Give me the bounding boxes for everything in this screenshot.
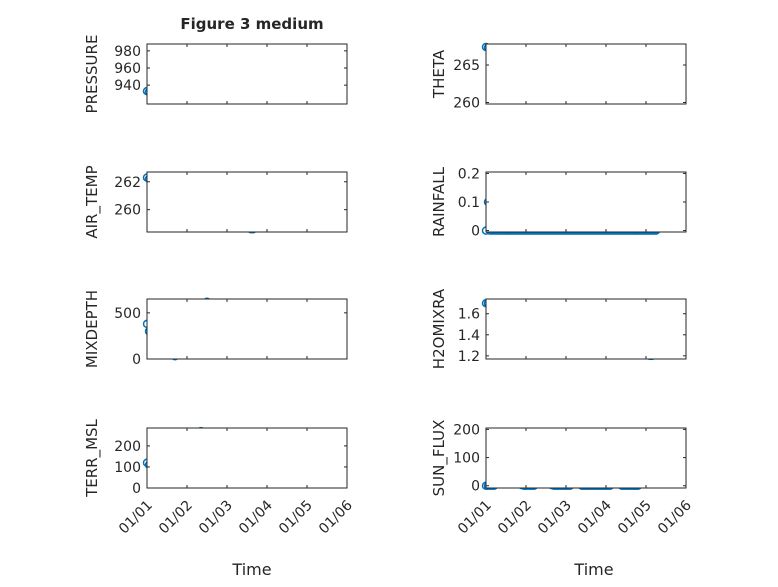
x-axis-label-left: Time bbox=[231, 560, 271, 579]
rainfall-y-tick-label: 0.2 bbox=[458, 166, 480, 182]
sun-flux-axes-box bbox=[485, 427, 687, 489]
air-temp-axes-box bbox=[146, 171, 348, 233]
sun-flux-y-tick-label: 200 bbox=[453, 422, 480, 438]
terr-msl-axes-box bbox=[146, 427, 348, 489]
terr-msl-y-tick-label: 100 bbox=[114, 460, 141, 476]
subplot-theta: 260 265 THETA bbox=[430, 42, 687, 112]
pressure-y-tick-label: 960 bbox=[114, 61, 141, 77]
terr-msl-y-axis-label: TERR_MSL bbox=[83, 418, 102, 497]
theta-axes-box bbox=[485, 43, 687, 105]
x-tick-label-right: 01/01 bbox=[455, 498, 495, 538]
figure-title: Figure 3 medium bbox=[180, 15, 323, 33]
x-tick-label-left: 01/05 bbox=[276, 498, 316, 538]
subplot-terr-msl: 0 100 200 01/01 01/02 01/03 01/04 01/05 01/06 TER… bbox=[83, 418, 356, 537]
x-tick-label-right: 01/02 bbox=[495, 498, 535, 538]
x-axis-label-right: Time bbox=[573, 560, 613, 579]
sun-flux-y-tick-label: 100 bbox=[453, 451, 480, 467]
theta-y-axis-label: THETA bbox=[430, 49, 448, 99]
rainfall-axes-box bbox=[485, 171, 687, 233]
subplot-h2omixra: 1.2 1.4 1.6 H2OMIXRA bbox=[430, 288, 687, 369]
x-tick-label-left: 01/02 bbox=[156, 498, 196, 538]
sun-flux-y-tick-label: 0 bbox=[471, 479, 480, 495]
x-tick-label-left: 01/06 bbox=[316, 497, 356, 537]
subplot-sun-flux: 0 100 200 01/01 01/02 01/03 01/04 01/05 01/06 SUN… bbox=[430, 420, 695, 538]
terr-msl-y-tick-label: 200 bbox=[114, 439, 141, 455]
x-tick-label-right: 01/03 bbox=[535, 498, 575, 538]
rainfall-y-tick-label: 0 bbox=[471, 224, 480, 240]
h2omixra-y-tick-label: 1.2 bbox=[458, 349, 480, 365]
theta-y-tick-label: 260 bbox=[453, 96, 480, 112]
air-temp-y-axis-label: AIR_TEMP bbox=[83, 165, 102, 238]
sun-flux-y-axis-label: SUN_FLUX bbox=[430, 420, 449, 497]
mixdepth-axes-box bbox=[146, 298, 348, 360]
mixdepth-y-tick-label: 0 bbox=[132, 352, 141, 368]
pressure-y-tick-label: 940 bbox=[114, 78, 141, 94]
h2omixra-axes-box bbox=[485, 298, 687, 360]
air-temp-y-tick-label: 260 bbox=[114, 203, 141, 219]
pressure-axes-box bbox=[146, 43, 348, 105]
x-tick-label-right: 01/06 bbox=[655, 497, 695, 537]
air-temp-y-tick-label: 262 bbox=[114, 175, 141, 191]
subplot-rainfall: 0 0.1 0.2 RAINFALL bbox=[430, 166, 687, 240]
mixdepth-y-axis-label: MIXDEPTH bbox=[83, 290, 101, 368]
h2omixra-y-tick-label: 1.6 bbox=[458, 307, 480, 323]
x-tick-label-left: 01/03 bbox=[196, 498, 236, 538]
theta-y-tick-label: 265 bbox=[453, 58, 480, 74]
terr-msl-y-tick-label: 0 bbox=[132, 481, 141, 497]
x-tick-label-right: 01/05 bbox=[615, 498, 655, 538]
rainfall-y-tick-label: 0.1 bbox=[458, 195, 480, 211]
pressure-y-axis-label: PRESSURE bbox=[83, 35, 101, 114]
rainfall-y-axis-label: RAINFALL bbox=[430, 166, 448, 237]
h2omixra-y-tick-label: 1.4 bbox=[458, 328, 480, 344]
mixdepth-y-tick-label: 500 bbox=[114, 306, 141, 322]
x-tick-label-left: 01/01 bbox=[116, 498, 156, 538]
subplot-mixdepth: 0 500 MIXDEPTH bbox=[83, 290, 348, 368]
subplot-air-temp: 260 262 AIR_TEMP bbox=[83, 165, 348, 239]
x-tick-label-right: 01/04 bbox=[575, 497, 615, 537]
h2omixra-y-axis-label: H2OMIXRA bbox=[430, 288, 448, 369]
pressure-y-tick-label: 980 bbox=[114, 44, 141, 60]
x-tick-label-left: 01/04 bbox=[236, 497, 276, 537]
